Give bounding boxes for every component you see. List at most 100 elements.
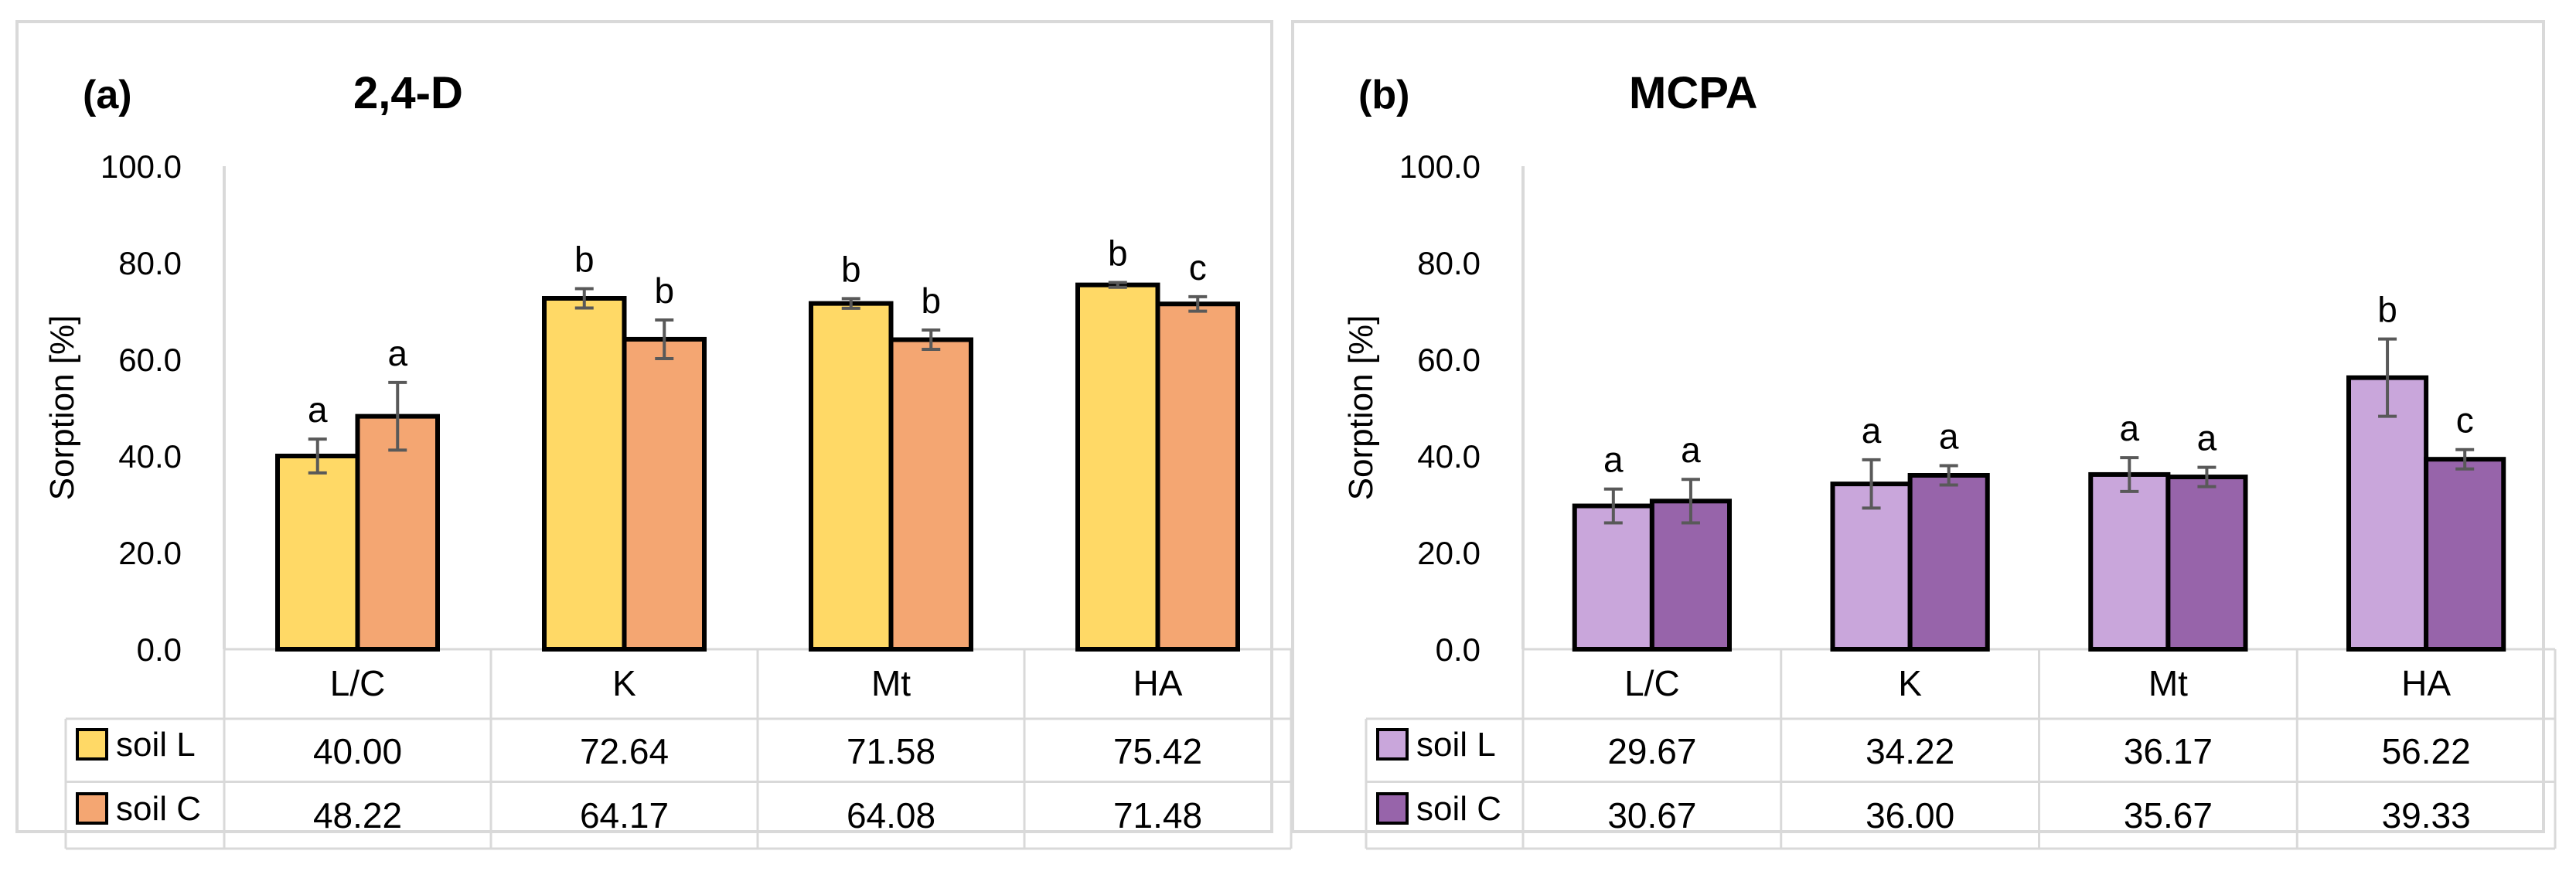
significance-letter: c [2456, 400, 2474, 441]
data-table-cell: 36.00 [1866, 795, 1954, 835]
legend-label: soil C [116, 790, 201, 828]
y-tick-label: 20.0 [118, 535, 182, 571]
y-tick-label: 100.0 [1399, 148, 1481, 185]
significance-letter: a [1862, 410, 1882, 451]
legend-label: soil L [1416, 726, 1496, 764]
bar [1830, 482, 1913, 652]
y-tick-label: 60.0 [118, 342, 182, 378]
error-bar [574, 287, 594, 310]
y-tick-label: 40.0 [118, 438, 182, 475]
x-category-label: L/C [330, 663, 386, 703]
y-tick-label: 80.0 [118, 245, 182, 281]
chart-title: 2,4-D [353, 68, 463, 118]
error-bar [308, 437, 327, 475]
y-tick-label: 80.0 [1417, 245, 1481, 281]
y-tick-label: 20.0 [1417, 535, 1481, 571]
error-bar [841, 297, 860, 310]
bar [622, 336, 707, 652]
y-axis-label: Sorption [%] [1342, 315, 1380, 501]
significance-letter: a [308, 390, 328, 430]
error-bar [922, 328, 941, 351]
panel-label: (a) [83, 73, 132, 117]
y-tick-label: 40.0 [1417, 438, 1481, 475]
error-bar [2378, 337, 2397, 418]
significance-letter: a [1681, 430, 1701, 470]
y-tick-label: 60.0 [1417, 342, 1481, 378]
data-table-cell: 56.22 [2382, 731, 2471, 771]
x-category-label: Mt [2148, 663, 2188, 703]
bar [1075, 282, 1160, 652]
y-tick-label: 0.0 [137, 631, 182, 668]
bar [2346, 375, 2429, 652]
error-bar [655, 318, 674, 360]
data-table-cell: 34.22 [1866, 731, 1954, 771]
legend-label: soil L [116, 726, 196, 764]
significance-letter: b [1108, 233, 1128, 274]
error-bar [2455, 448, 2475, 471]
x-category-label: K [612, 663, 636, 703]
panel-a: (a) 2,4-D Sorption [%] 0.0 20.0 40.0 60.0 80.0 1… [15, 20, 1293, 850]
bar [355, 413, 440, 652]
data-table-cell: 29.67 [1607, 731, 1696, 771]
data-table-cell: 30.67 [1607, 795, 1696, 835]
bar [275, 454, 360, 652]
x-category-label: K [1898, 663, 1922, 703]
error-bar [1862, 458, 1881, 510]
legend-swatch-soil-l [1376, 728, 1409, 761]
legend-swatch-soil-l [76, 728, 108, 761]
bar [2088, 471, 2171, 652]
data-table-cell: 75.42 [1113, 731, 1202, 771]
bar [1155, 301, 1240, 652]
data-table-cell: 71.48 [1113, 795, 1202, 835]
panel-b: (b) MCPA Sorption [%] 0.0 20.0 40.0 60.0 80.0 10… [1291, 20, 2557, 850]
significance-letter: a [387, 333, 407, 373]
panel-border [1291, 20, 2545, 833]
bar [542, 296, 627, 652]
y-tick-label: 0.0 [1436, 631, 1481, 668]
y-tick-label: 100.0 [101, 148, 182, 185]
bar [888, 337, 973, 652]
significance-letter: a [1939, 417, 1959, 457]
data-table-cell: 36.17 [2124, 731, 2213, 771]
data-table-cell: 64.08 [847, 795, 935, 835]
error-bar [1188, 294, 1208, 313]
legend-label: soil C [1416, 790, 1501, 828]
error-bar [2197, 465, 2217, 488]
data-table-cell: 64.17 [580, 795, 669, 835]
significance-letter: b [654, 271, 674, 311]
bar [1649, 499, 1732, 652]
panel-label: (b) [1358, 73, 1409, 117]
significance-letter: b [921, 281, 941, 321]
significance-letter: b [841, 249, 861, 289]
x-category-label: HA [1133, 663, 1183, 703]
error-bar [388, 380, 407, 452]
panel-border [15, 20, 1273, 833]
data-table-cell: 72.64 [580, 731, 669, 771]
x-category-label: Mt [871, 663, 911, 703]
data-table-cell: 40.00 [313, 731, 402, 771]
error-bar [2120, 456, 2139, 493]
error-bar [1603, 487, 1623, 525]
data-table-cell: 48.22 [313, 795, 402, 835]
significance-letter: a [1603, 440, 1624, 480]
error-bar [1108, 281, 1127, 289]
bar [1907, 473, 1990, 652]
x-category-label: HA [2401, 663, 2451, 703]
significance-letter: a [2197, 418, 2217, 458]
data-table-cell: 39.33 [2382, 795, 2471, 835]
bar [1572, 503, 1654, 652]
error-bar [1681, 478, 1700, 525]
bar [809, 301, 894, 652]
data-table-cell: 35.67 [2124, 795, 2213, 835]
legend-swatch-soil-c [1376, 792, 1409, 825]
legend-swatch-soil-c [76, 792, 108, 825]
chart-title: MCPA [1629, 68, 1757, 118]
significance-letter: b [2377, 290, 2397, 330]
significance-letter: b [574, 240, 595, 280]
x-category-label: L/C [1624, 663, 1680, 703]
significance-letter: c [1189, 247, 1207, 288]
error-bar [1939, 464, 1958, 487]
bar [2424, 457, 2506, 652]
data-table-cell: 71.58 [847, 731, 935, 771]
